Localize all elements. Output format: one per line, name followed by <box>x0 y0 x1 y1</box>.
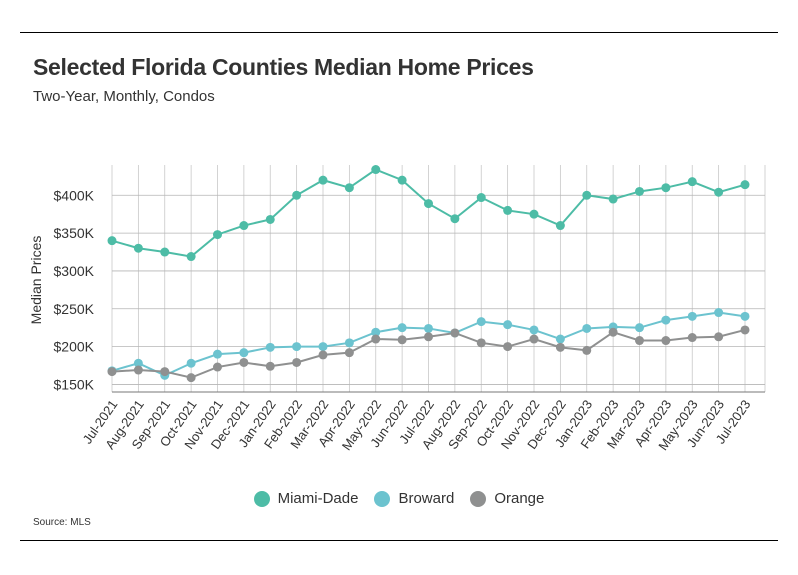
legend-label: Orange <box>494 490 545 507</box>
data-point <box>239 357 249 367</box>
data-point <box>397 323 407 333</box>
data-point <box>714 308 724 318</box>
data-point <box>397 335 407 345</box>
data-point <box>687 311 697 321</box>
data-point <box>160 367 170 377</box>
y-tick-label: $150K <box>54 376 95 392</box>
data-point <box>687 177 697 187</box>
data-point <box>265 361 275 371</box>
bottom-rule <box>20 540 778 541</box>
data-point <box>186 358 196 368</box>
data-point <box>318 175 328 185</box>
data-point <box>133 358 143 368</box>
data-point <box>608 194 618 204</box>
data-point <box>424 323 433 333</box>
data-point <box>265 342 275 352</box>
legend-swatch <box>253 490 270 507</box>
data-point <box>397 175 407 185</box>
data-point <box>635 323 644 333</box>
data-point <box>740 180 750 190</box>
legend-label: Broward <box>398 490 455 507</box>
data-point <box>582 323 592 333</box>
legend-swatch <box>374 490 391 507</box>
legend-item: Orange <box>470 490 544 507</box>
data-point <box>608 327 618 337</box>
data-point <box>450 214 460 224</box>
data-point <box>529 325 539 335</box>
data-point <box>714 187 724 197</box>
data-point <box>265 214 275 224</box>
top-rule <box>20 32 778 33</box>
source-note: Source: MLS <box>33 517 91 528</box>
y-tick-label: $300K <box>54 263 95 279</box>
data-point <box>555 342 565 352</box>
data-point <box>318 342 328 352</box>
data-point <box>239 348 249 358</box>
legend-item: Miami-Dade <box>253 490 359 507</box>
data-point <box>529 209 539 219</box>
data-point <box>503 320 513 330</box>
data-point <box>213 349 222 359</box>
data-point <box>529 334 539 344</box>
data-point <box>555 221 565 231</box>
data-point <box>160 247 170 257</box>
data-point <box>239 221 249 231</box>
data-point <box>687 333 697 343</box>
data-point <box>133 243 143 253</box>
data-point <box>740 311 750 321</box>
data-point <box>661 315 671 325</box>
data-point <box>476 193 486 203</box>
data-point <box>186 373 196 383</box>
data-point <box>635 186 644 196</box>
y-axis-title: Median Prices <box>28 236 44 325</box>
data-point <box>213 362 222 372</box>
data-point <box>503 342 513 352</box>
data-point <box>318 350 328 360</box>
data-point <box>424 332 433 342</box>
legend-swatch <box>470 490 487 507</box>
y-tick-label: $250K <box>54 301 95 317</box>
data-point <box>661 183 671 193</box>
data-point <box>371 334 381 344</box>
data-point <box>582 190 592 200</box>
data-point <box>424 199 433 209</box>
data-point <box>133 365 143 375</box>
data-point <box>450 328 460 338</box>
data-point <box>740 325 750 335</box>
data-point <box>371 327 381 337</box>
data-point <box>107 367 117 377</box>
data-point <box>344 348 354 358</box>
data-point <box>582 345 592 355</box>
data-point <box>371 165 381 175</box>
legend-item: Broward <box>374 490 454 507</box>
data-point <box>344 338 354 348</box>
y-tick-label: $400K <box>54 187 95 203</box>
data-point <box>476 338 486 348</box>
y-tick-label: $350K <box>54 225 95 241</box>
data-point <box>292 342 302 352</box>
data-point <box>661 336 671 346</box>
legend-label: Miami-Dade <box>277 490 359 507</box>
data-point <box>503 205 513 215</box>
y-tick-label: $200K <box>54 339 95 355</box>
data-point <box>186 252 196 262</box>
data-point <box>292 357 302 367</box>
data-point <box>213 230 222 240</box>
data-point <box>344 183 354 193</box>
legend: Miami-Dade Broward Orange <box>0 490 798 507</box>
data-point <box>292 190 302 200</box>
data-point <box>714 332 724 342</box>
data-point <box>635 336 644 346</box>
data-point <box>107 236 117 246</box>
data-point <box>476 317 486 327</box>
data-point <box>555 334 565 344</box>
chart-title: Selected Florida Counties Median Home Pr… <box>33 54 534 80</box>
chart-subtitle: Two-Year, Monthly, Condos <box>33 88 215 105</box>
